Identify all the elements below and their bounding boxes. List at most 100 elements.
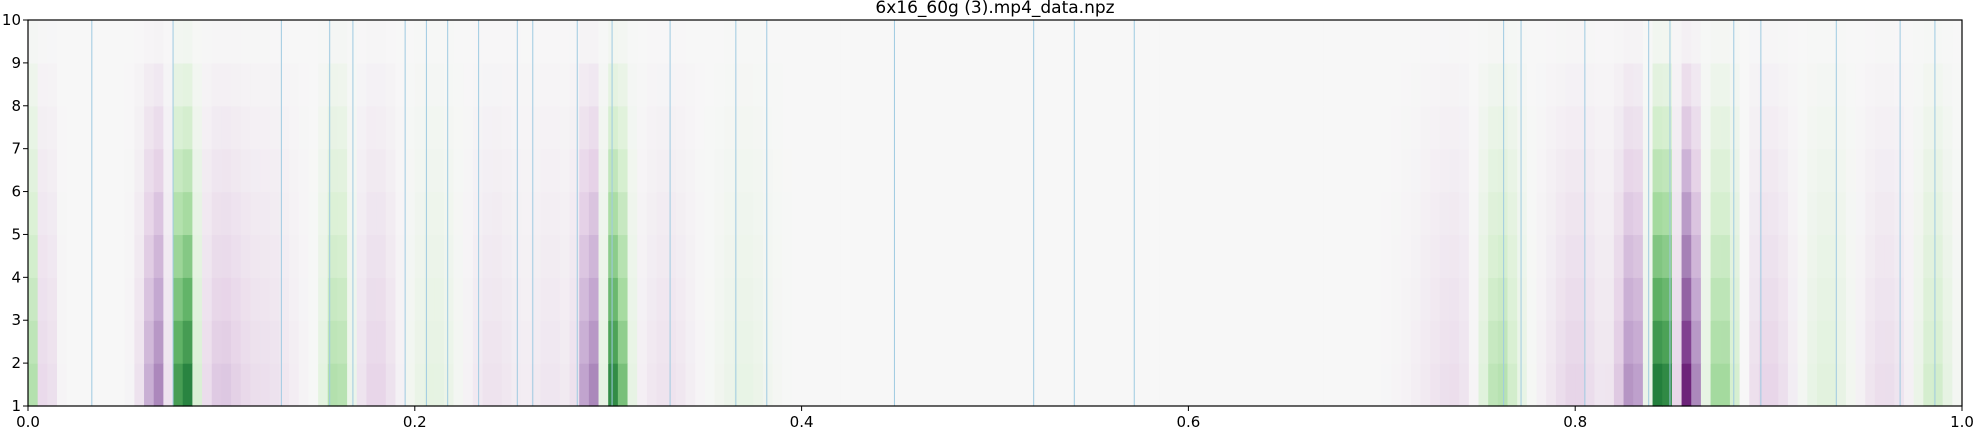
heatmap-cell [1381, 148, 1393, 193]
heatmap-cell [849, 62, 861, 107]
heatmap-cell [1546, 191, 1557, 236]
heatmap-cell [762, 363, 774, 407]
heatmap-cell [395, 148, 406, 193]
heatmap-cell [965, 62, 977, 107]
heatmap-cell [975, 20, 986, 64]
heatmap-cell [1546, 277, 1557, 321]
heatmap-cell [173, 191, 184, 236]
heatmap-cell [318, 148, 329, 193]
heatmap-cell [840, 234, 851, 278]
heatmap-cell [1865, 277, 1876, 321]
heatmap-cell [917, 363, 928, 407]
heatmap-cell [1884, 277, 1895, 321]
heatmap-cell [1120, 105, 1131, 150]
heatmap-cell [646, 234, 658, 278]
heatmap-cell [878, 20, 890, 64]
x-tick-label: 0.2 [403, 413, 427, 429]
heatmap-cell [695, 234, 706, 278]
heatmap-cell [240, 191, 252, 236]
heatmap-cell [985, 234, 996, 278]
heatmap-cell [743, 20, 754, 64]
heatmap-cell [1410, 234, 1422, 278]
heatmap-cell [1681, 363, 1692, 407]
heatmap-cell [95, 148, 106, 193]
heatmap-cell [1884, 320, 1895, 364]
heatmap-cell [347, 105, 358, 150]
heatmap-cell [1265, 191, 1277, 236]
heatmap-cell [1246, 105, 1257, 150]
heatmap-cell [1101, 277, 1112, 321]
heatmap-cell [985, 20, 996, 64]
heatmap-cell [1072, 148, 1083, 193]
heatmap-cell [1633, 148, 1644, 193]
heatmap-cell [124, 234, 135, 278]
heatmap-cell [588, 62, 600, 107]
heatmap-cell [1024, 363, 1035, 407]
heatmap-cell [869, 148, 880, 193]
heatmap-cell [1729, 363, 1741, 407]
heatmap-cell [1517, 277, 1528, 321]
heatmap-cell [840, 20, 851, 64]
heatmap-cell [1236, 148, 1248, 193]
heatmap-cell [1256, 277, 1267, 321]
heatmap-cell [221, 363, 232, 407]
heatmap-cell [356, 277, 368, 321]
heatmap-cell [666, 105, 677, 150]
heatmap-cell [453, 105, 464, 150]
heatmap-cell [1507, 363, 1518, 407]
heatmap-cell [1642, 148, 1654, 193]
heatmap-cell [1265, 277, 1277, 321]
heatmap-cell [424, 320, 435, 364]
heatmap-cell [965, 277, 977, 321]
heatmap-cell [192, 105, 203, 150]
heatmap-cell [1159, 191, 1170, 236]
heatmap-cell [1343, 20, 1354, 64]
heatmap-cell [1836, 105, 1847, 150]
heatmap-cell [1613, 105, 1625, 150]
heatmap-cell [1381, 363, 1393, 407]
heatmap-cell [1062, 363, 1073, 407]
heatmap-cell [811, 105, 822, 150]
heatmap-cell [1033, 363, 1044, 407]
heatmap-cell [1874, 105, 1886, 150]
heatmap-cell [308, 148, 319, 193]
heatmap-cell [1130, 191, 1141, 236]
heatmap-cell [1729, 62, 1741, 107]
heatmap-cell [1082, 62, 1093, 107]
heatmap-cell [1053, 191, 1064, 236]
heatmap-cell [840, 62, 851, 107]
heatmap-cell [1894, 20, 1905, 64]
heatmap-cell [1565, 277, 1576, 321]
heatmap-cell [1004, 62, 1015, 107]
heatmap-cell [724, 105, 735, 150]
heatmap-cell [801, 148, 812, 193]
heatmap-cell [830, 363, 841, 407]
heatmap-cell [695, 105, 706, 150]
heatmap-cell [1401, 234, 1412, 278]
heatmap-cell [1507, 277, 1518, 321]
heatmap-cell [1468, 191, 1480, 236]
heatmap-cell [840, 320, 851, 364]
heatmap-cell [849, 191, 861, 236]
heatmap-cell [1517, 234, 1528, 278]
heatmap-cell [1604, 191, 1615, 236]
heatmap-cell [86, 62, 97, 107]
heatmap-cell [308, 320, 319, 364]
heatmap-cell [395, 234, 406, 278]
heatmap-cell [946, 320, 957, 364]
heatmap-cell [385, 191, 397, 236]
heatmap-cell [1188, 191, 1199, 236]
heatmap-cell [144, 191, 155, 236]
heatmap-cell [1671, 20, 1683, 64]
heatmap-cell [356, 363, 368, 407]
heatmap-cell [1942, 148, 1953, 193]
heatmap-cell [1004, 234, 1015, 278]
heatmap-cell [801, 62, 812, 107]
heatmap-cell [1671, 277, 1683, 321]
heatmap-cell [801, 191, 812, 236]
heatmap-cell [1797, 277, 1808, 321]
heatmap-cell [753, 148, 764, 193]
heatmap-cell [240, 148, 252, 193]
heatmap-cell [617, 234, 629, 278]
heatmap-cell [1111, 320, 1122, 364]
